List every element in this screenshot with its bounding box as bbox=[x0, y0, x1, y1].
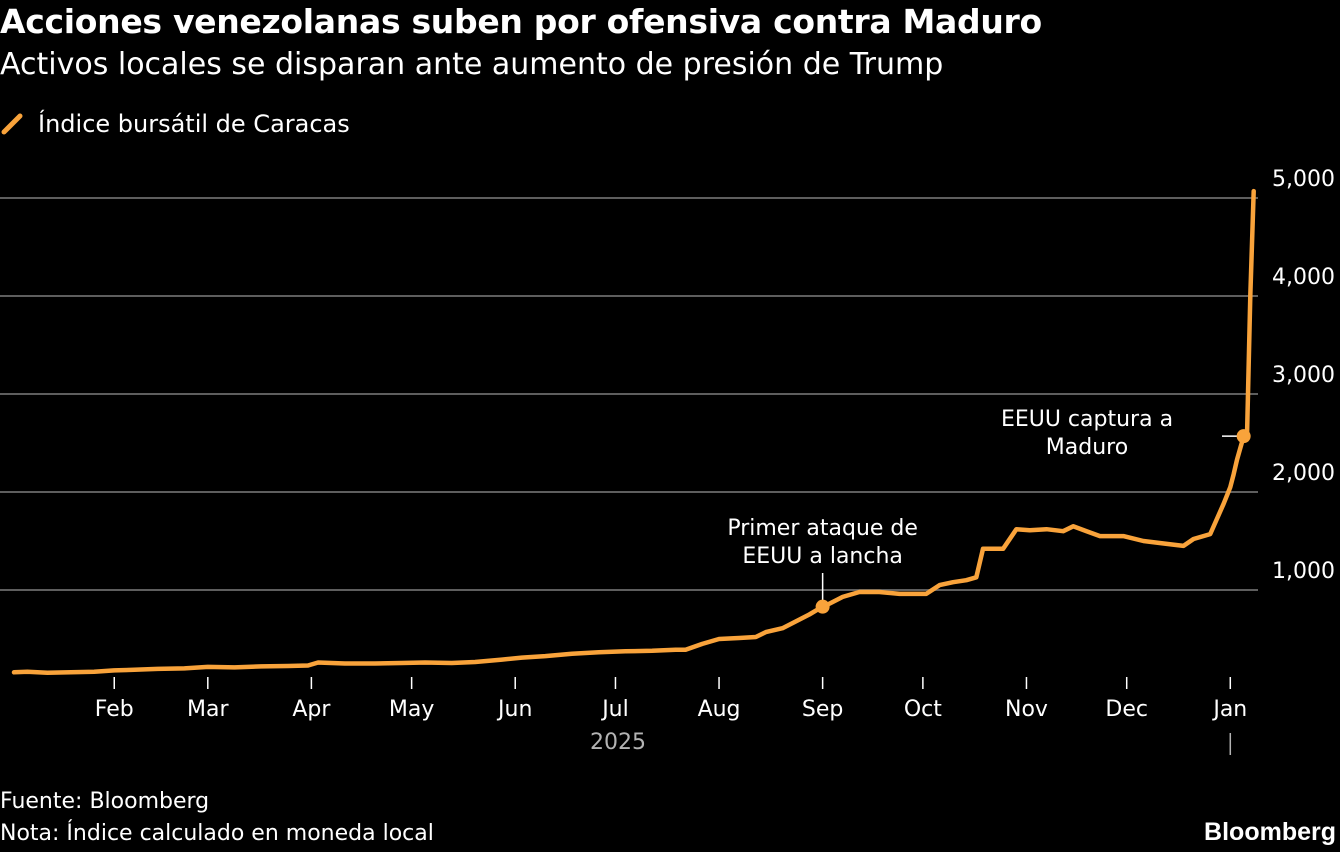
chart-title: Acciones venezolanas suben por ofensiva … bbox=[0, 2, 1042, 41]
y-axis: 1,000 2,000 3,000 4,000 5,000 bbox=[1272, 167, 1335, 584]
line-chart: Feb Mar Apr May Jun Jul Aug Sep Oct Nov Dec Jan 2025… bbox=[0, 167, 1335, 755]
y-tick-label: 2,000 bbox=[1272, 461, 1335, 486]
y-tick-label: 1,000 bbox=[1272, 559, 1335, 584]
y-tick-label: 4,000 bbox=[1272, 265, 1335, 290]
chart-subtitle: Activos locales se disparan ante aumento… bbox=[0, 47, 944, 82]
annotation-label: EEUU a lancha bbox=[742, 544, 903, 569]
annotation-label: EEUU captura a bbox=[1001, 407, 1173, 432]
year-label: 2025 bbox=[590, 730, 646, 755]
annotations: Primer ataque de EEUU a lancha EEUU captur… bbox=[727, 407, 1251, 614]
x-tick-label: Sep bbox=[802, 697, 843, 722]
x-tick-label: Dec bbox=[1105, 697, 1148, 722]
series-line bbox=[11, 188, 1256, 676]
x-tick-label: Jun bbox=[496, 697, 532, 722]
x-tick-label: Aug bbox=[698, 697, 741, 722]
x-tick-label: Oct bbox=[904, 697, 942, 722]
x-tick-label: Feb bbox=[95, 697, 134, 722]
x-tick-label: Apr bbox=[292, 697, 331, 722]
x-tick-label: Jul bbox=[600, 697, 629, 722]
line-swatch-icon bbox=[1, 113, 23, 135]
legend: Índice bursátil de Caracas bbox=[0, 110, 350, 138]
annotation-label: Maduro bbox=[1046, 435, 1128, 460]
footnote: Nota: Índice calculado en moneda local bbox=[0, 821, 434, 846]
y-tick-label: 3,000 bbox=[1272, 363, 1335, 388]
x-tick-label: Jan bbox=[1211, 697, 1247, 722]
series-layer bbox=[11, 188, 1256, 676]
source-note: Fuente: Bloomberg bbox=[0, 789, 210, 814]
x-tick-label: May bbox=[389, 697, 434, 722]
x-tick-label: Mar bbox=[187, 697, 229, 722]
annotation-label: Primer ataque de bbox=[727, 516, 918, 541]
x-axis: Feb Mar Apr May Jun Jul Aug Sep Oct Nov Dec Jan 2025 bbox=[95, 677, 1247, 755]
grid-lines bbox=[0, 197, 1258, 591]
y-tick-label: 5,000 bbox=[1272, 167, 1335, 192]
bloomberg-logo: Bloomberg bbox=[1204, 818, 1336, 846]
legend-label: Índice bursátil de Caracas bbox=[38, 110, 350, 138]
x-tick-label: Nov bbox=[1005, 697, 1048, 722]
